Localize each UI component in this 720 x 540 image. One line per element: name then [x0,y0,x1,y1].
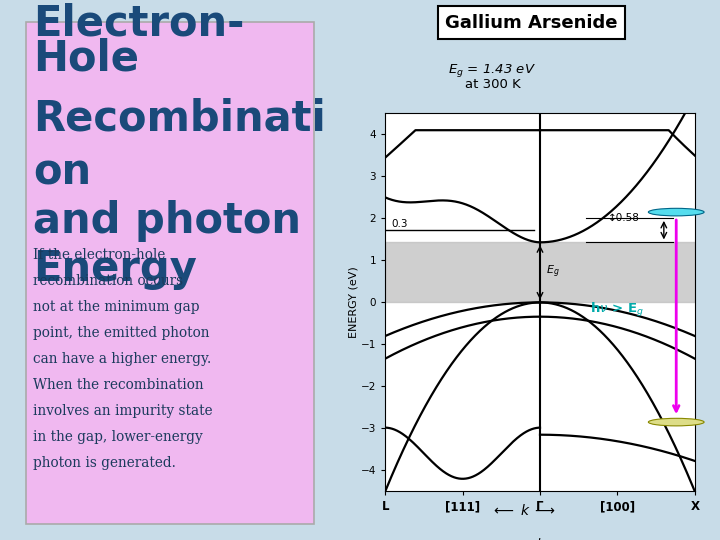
Text: in the gap, lower-energy: in the gap, lower-energy [33,430,202,444]
Text: not at the minimum gap: not at the minimum gap [33,300,199,314]
Text: Electron-: Electron- [33,3,244,45]
Text: point, the emitted photon: point, the emitted photon [33,326,210,340]
Y-axis label: ENERGY (eV): ENERGY (eV) [348,267,358,338]
Text: and photon: and photon [33,200,301,242]
Text: $\longleftarrow \quad k \quad \longrightarrow$: $\longleftarrow \quad k \quad \longright… [502,537,578,540]
Text: photon is generated.: photon is generated. [33,456,176,470]
Text: can have a higher energy.: can have a higher energy. [33,352,211,366]
Text: recombination occurs: recombination occurs [33,274,183,288]
Text: $\mathit{E_g}$: $\mathit{E_g}$ [546,263,560,280]
Text: on: on [33,151,91,193]
Circle shape [649,208,704,216]
Text: Energy: Energy [33,248,197,291]
FancyBboxPatch shape [26,22,315,524]
Bar [385,242,695,302]
Text: ↕0.58: ↕0.58 [608,213,640,222]
Text: $\longleftarrow \; k \; \longrightarrow$: $\longleftarrow \; k \; \longrightarrow$ [492,503,556,518]
Text: involves an impurity state: involves an impurity state [33,404,212,418]
Text: Hole: Hole [33,38,139,80]
Text: at 300 K: at 300 K [464,78,521,91]
Text: Gallium Arsenide: Gallium Arsenide [446,14,618,31]
Text: When the recombination: When the recombination [33,378,203,392]
Text: $E_g$ = 1.43 eV: $E_g$ = 1.43 eV [449,62,536,79]
Circle shape [649,418,704,426]
Text: 0.3: 0.3 [392,219,408,229]
Text: If the electron-hole: If the electron-hole [33,248,165,262]
Text: h$\nu$ > E$_g$: h$\nu$ > E$_g$ [590,301,644,319]
Text: Recombinati: Recombinati [33,97,325,139]
